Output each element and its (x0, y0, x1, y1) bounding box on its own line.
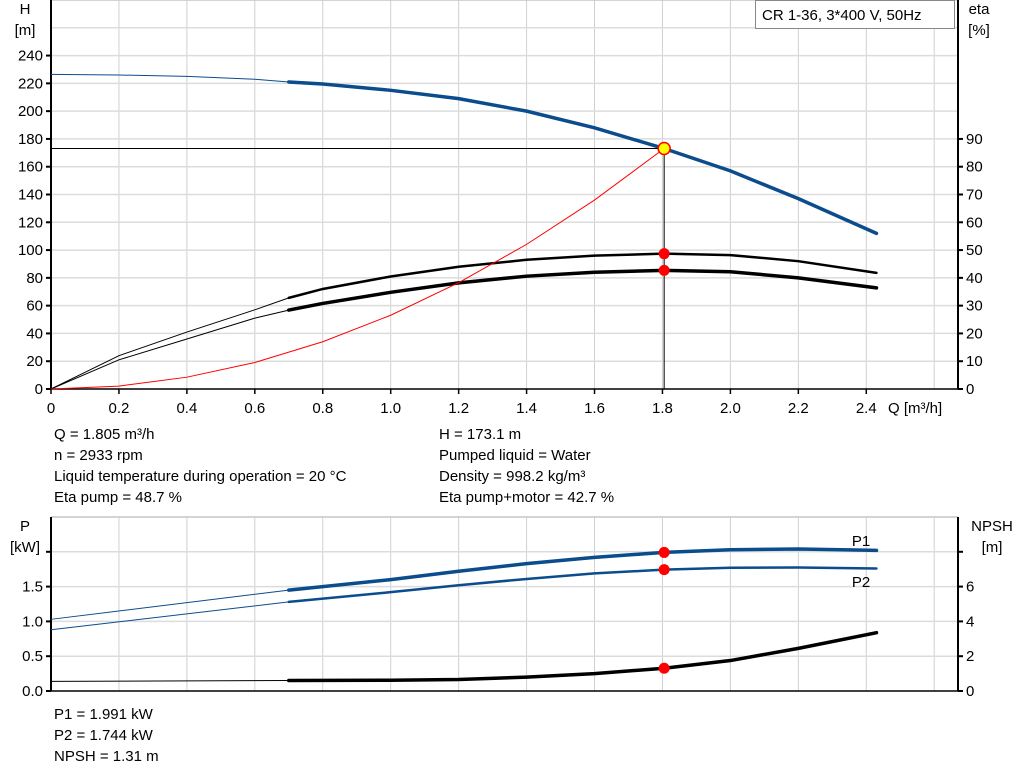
x-tick-label: 1.4 (516, 400, 537, 417)
y-right-tick-label: 0 (966, 683, 974, 700)
x-tick-label: 1.0 (380, 400, 401, 417)
y-left-tick-label: 200 (18, 103, 43, 120)
info-q: Q = 1.805 m³/h (54, 426, 155, 443)
p1-duty-marker (658, 546, 670, 558)
y-right-tick-label: 0 (966, 381, 974, 398)
duty-info-left: Q = 1.805 m³/h n = 2933 rpm Liquid tempe… (54, 424, 346, 508)
info-p1: P1 = 1.991 kW (54, 706, 153, 723)
info-liquid: Pumped liquid = Water (439, 447, 591, 464)
y-right-tick-label: 6 (966, 579, 974, 596)
power-info: P1 = 1.991 kW P2 = 1.744 kW NPSH = 1.31 … (54, 704, 159, 767)
y-left-tick-label: 1.0 (22, 613, 43, 630)
chart-title: CR 1-36, 3*400 V, 50Hz (762, 7, 922, 24)
y-right-tick-label: 60 (966, 214, 983, 231)
y-left-tick-label: 0 (35, 381, 43, 398)
y-left-tick-label: 60 (26, 298, 43, 315)
p2-series-label: P2 (852, 574, 870, 591)
p1-curve (287, 547, 879, 592)
p2-duty-marker (658, 564, 670, 576)
npsh-curve-thin (50, 680, 289, 682)
x-tick-label: 1.6 (584, 400, 605, 417)
info-eta-pump: Eta pump = 48.7 % (54, 489, 182, 506)
eta-pump-motor-duty-marker (658, 264, 670, 276)
y-right-unit: [%] (968, 22, 990, 39)
y-left-tick-label: 220 (18, 75, 43, 92)
x-tick-label: 0.6 (244, 400, 265, 417)
p2-curve-thin (50, 601, 289, 631)
eta-pump-motor-curve-thin (50, 309, 289, 390)
p2-curve (287, 566, 878, 604)
info-eta-pump-motor: Eta pump+motor = 42.7 % (439, 489, 615, 506)
y-right-label: NPSH (971, 518, 1013, 535)
y-left-tick-label: 0.0 (22, 683, 43, 700)
info-npsh: NPSH = 1.31 m (54, 748, 159, 765)
x-tick-label: 1.2 (448, 400, 469, 417)
duty-point-marker (657, 141, 671, 156)
info-h: H = 173.1 m (439, 426, 522, 443)
eta-pump-duty-marker (658, 248, 670, 260)
y-right-tick-label: 10 (966, 353, 983, 370)
y-left-tick-label: 1.5 (22, 579, 43, 596)
title-box (755, 0, 955, 29)
y-left-unit: [m] (15, 22, 36, 39)
h-curve (287, 80, 879, 236)
y-left-tick-label: 80 (26, 270, 43, 287)
y-left-tick-label: 140 (18, 187, 43, 204)
y-left-unit: [kW] (10, 539, 40, 556)
npsh-curve (287, 630, 879, 683)
y-left-tick-label: 100 (18, 242, 43, 259)
p1-curve-thin (50, 589, 289, 620)
y-right-tick-label: 20 (966, 325, 983, 342)
y-left-tick-label: 160 (18, 159, 43, 176)
x-tick-label: 1.8 (652, 400, 673, 417)
eta-pump-curve (287, 252, 878, 300)
duty-info-right: H = 173.1 m Pumped liquid = Water Densit… (439, 424, 614, 508)
y-right-tick-label: 30 (966, 298, 983, 315)
eta-pump-curve-thin (50, 297, 289, 390)
y-right-tick-label: 2 (966, 648, 974, 665)
info-temp: Liquid temperature during operation = 20… (54, 468, 347, 485)
y-left-tick-label: 120 (18, 214, 43, 231)
y-left-label: P (20, 518, 30, 535)
h-curve-thin (50, 73, 289, 83)
y-left-tick-label: 40 (26, 325, 43, 342)
x-tick-label: 2.0 (720, 400, 741, 417)
y-right-unit: [m] (982, 539, 1003, 556)
y-left-label: H (20, 1, 31, 18)
system-curve-line (50, 148, 665, 390)
x-tick-label: 2.4 (856, 400, 877, 417)
info-density: Density = 998.2 kg/m³ (439, 468, 586, 485)
x-tick-label: 0.2 (109, 400, 130, 417)
y-left-tick-label: 240 (18, 48, 43, 65)
y-right-tick-label: 40 (966, 270, 983, 287)
npsh-duty-marker (658, 662, 670, 674)
y-right-tick-label: 50 (966, 242, 983, 259)
y-right-label: eta (969, 1, 991, 18)
x-tick-label: 0.8 (312, 400, 333, 417)
x-tick-label: 2.2 (788, 400, 809, 417)
y-right-tick-label: 80 (966, 159, 983, 176)
y-right-tick-label: 4 (966, 613, 974, 630)
x-tick-label: 0 (47, 400, 55, 417)
y-left-tick-label: 20 (26, 353, 43, 370)
x-axis-label: Q [m³/h] (888, 400, 942, 417)
p1-series-label: P1 (852, 533, 870, 550)
y-right-tick-label: 70 (966, 187, 983, 204)
y-left-tick-label: 0.5 (22, 648, 43, 665)
x-tick-label: 0.4 (176, 400, 197, 417)
y-right-tick-label: 90 (966, 131, 983, 148)
info-n: n = 2933 rpm (54, 447, 143, 464)
info-p2: P2 = 1.744 kW (54, 727, 153, 744)
eta-pump-motor-curve (287, 268, 879, 312)
y-left-tick-label: 180 (18, 131, 43, 148)
